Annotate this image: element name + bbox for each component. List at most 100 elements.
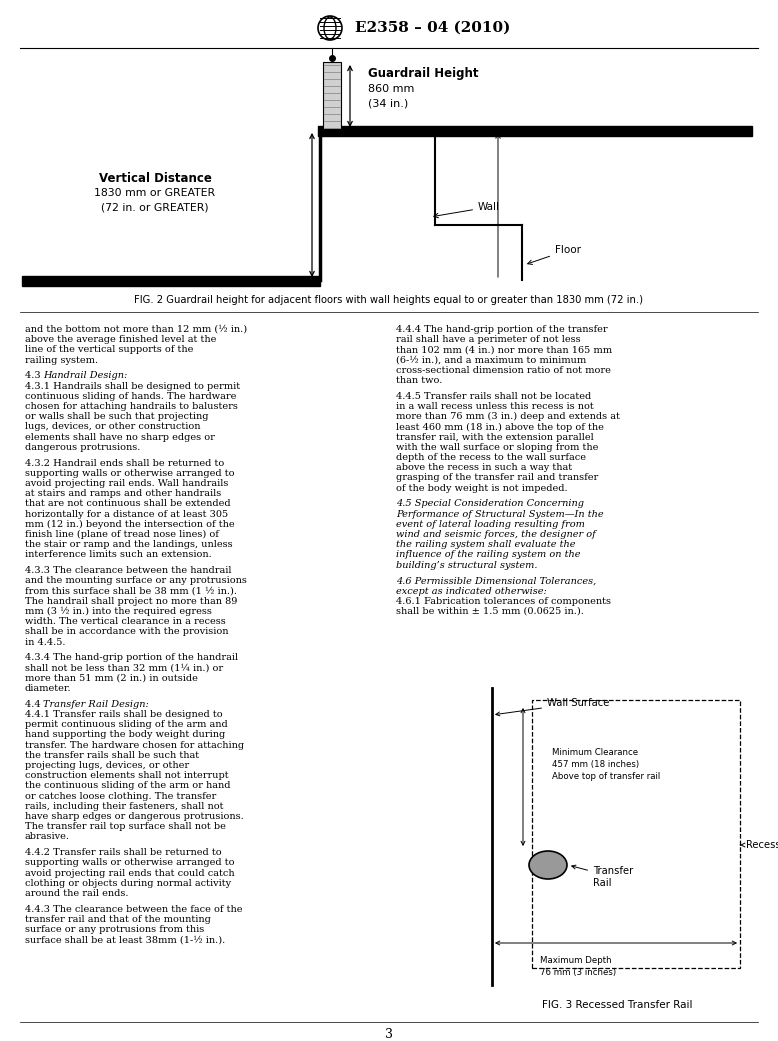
Text: and the mounting surface or any protrusions: and the mounting surface or any protrusi… (25, 577, 247, 585)
Text: elements shall have no sharp edges or: elements shall have no sharp edges or (25, 433, 215, 441)
Text: 4.6.1 Fabrication tolerances of components: 4.6.1 Fabrication tolerances of componen… (396, 596, 611, 606)
Text: abrasive.: abrasive. (25, 833, 70, 841)
Text: more than 76 mm (3 in.) deep and extends at: more than 76 mm (3 in.) deep and extends… (396, 412, 620, 422)
Text: around the rail ends.: around the rail ends. (25, 889, 128, 898)
Text: building’s structural system.: building’s structural system. (396, 561, 538, 569)
Text: hand supporting the body weight during: hand supporting the body weight during (25, 731, 226, 739)
Text: 4.3.1 Handrails shall be designed to permit: 4.3.1 Handrails shall be designed to per… (25, 382, 240, 390)
Text: 4.4: 4.4 (25, 700, 47, 709)
Text: except as indicated otherwise:: except as indicated otherwise: (396, 587, 547, 595)
Text: cross-sectional dimension ratio of not more: cross-sectional dimension ratio of not m… (396, 365, 611, 375)
Text: supporting walls or otherwise arranged to: supporting walls or otherwise arranged t… (25, 468, 234, 478)
Text: shall not be less than 32 mm (1¼ in.) or: shall not be less than 32 mm (1¼ in.) or (25, 664, 223, 672)
Text: 860 mm: 860 mm (368, 84, 415, 94)
Text: from this surface shall be 38 mm (1 ½ in.).: from this surface shall be 38 mm (1 ½ in… (25, 587, 237, 595)
Text: Recess: Recess (741, 840, 778, 850)
Text: Transfer Rail Design:: Transfer Rail Design: (44, 700, 149, 709)
Text: Floor: Floor (527, 245, 581, 264)
Text: the railing system shall evaluate the: the railing system shall evaluate the (396, 540, 576, 550)
Text: line of the vertical supports of the: line of the vertical supports of the (25, 346, 194, 354)
Text: with the wall surface or sloping from the: with the wall surface or sloping from th… (396, 442, 598, 452)
Text: permit continuous sliding of the arm and: permit continuous sliding of the arm and (25, 720, 228, 730)
Ellipse shape (529, 850, 567, 879)
Text: depth of the recess to the wall surface: depth of the recess to the wall surface (396, 453, 586, 462)
Text: shall be within ± 1.5 mm (0.0625 in.).: shall be within ± 1.5 mm (0.0625 in.). (396, 607, 584, 616)
Text: Guardrail Height: Guardrail Height (368, 68, 478, 80)
Text: 4.5 Special Consideration Concerning: 4.5 Special Consideration Concerning (396, 500, 584, 508)
Text: (72 in. or GREATER): (72 in. or GREATER) (101, 202, 209, 212)
Text: 1830 mm or GREATER: 1830 mm or GREATER (94, 188, 216, 198)
Text: 4.4.2 Transfer rails shall be returned to: 4.4.2 Transfer rails shall be returned t… (25, 848, 222, 857)
Text: 4.4.4 The hand-grip portion of the transfer: 4.4.4 The hand-grip portion of the trans… (396, 325, 608, 334)
Text: wind and seismic forces, the designer of: wind and seismic forces, the designer of (396, 530, 596, 539)
Text: FIG. 3 Recessed Transfer Rail: FIG. 3 Recessed Transfer Rail (541, 1000, 692, 1010)
Text: and the bottom not more than 12 mm (½ in.): and the bottom not more than 12 mm (½ in… (25, 325, 247, 334)
Bar (323, 62, 341, 130)
Text: the transfer rails shall be such that: the transfer rails shall be such that (25, 751, 199, 760)
Text: than 102 mm (4 in.) nor more than 165 mm: than 102 mm (4 in.) nor more than 165 mm (396, 346, 612, 354)
Text: Vertical Distance: Vertical Distance (99, 172, 212, 184)
Text: grasping of the transfer rail and transfer: grasping of the transfer rail and transf… (396, 474, 598, 482)
Text: influence of the railing system on the: influence of the railing system on the (396, 551, 580, 559)
Text: transfer rail, with the extension parallel: transfer rail, with the extension parall… (396, 433, 594, 441)
Text: 4.6 Permissible Dimensional Tolerances,: 4.6 Permissible Dimensional Tolerances, (396, 577, 596, 585)
Text: Wall: Wall (434, 202, 500, 218)
Text: width. The vertical clearance in a recess: width. The vertical clearance in a reces… (25, 617, 226, 627)
Text: E2358 – 04 (2010): E2358 – 04 (2010) (355, 21, 510, 35)
Text: Performance of Structural System—In the: Performance of Structural System—In the (396, 510, 604, 518)
Text: Maximum Depth
76 mm (3 inches): Maximum Depth 76 mm (3 inches) (540, 956, 616, 976)
Text: above the recess in such a way that: above the recess in such a way that (396, 463, 572, 473)
Text: of the body weight is not impeded.: of the body weight is not impeded. (396, 484, 568, 492)
Text: diameter.: diameter. (25, 684, 72, 693)
Text: interference limits such an extension.: interference limits such an extension. (25, 551, 212, 559)
Text: surface shall be at least 38mm (1-½ in.).: surface shall be at least 38mm (1-½ in.)… (25, 936, 226, 944)
Text: FIG. 2 Guardrail height for adjacent floors with wall heights equal to or greate: FIG. 2 Guardrail height for adjacent flo… (135, 295, 643, 305)
Text: than two.: than two. (396, 376, 443, 385)
Text: continuous sliding of hands. The hardware: continuous sliding of hands. The hardwar… (25, 391, 237, 401)
Text: rails, including their fasteners, shall not: rails, including their fasteners, shall … (25, 802, 223, 811)
Text: lugs, devices, or other construction: lugs, devices, or other construction (25, 423, 201, 431)
Text: Minimum Clearance
457 mm (18 inches)
Above top of transfer rail: Minimum Clearance 457 mm (18 inches) Abo… (552, 748, 661, 781)
Text: horizontally for a distance of at least 305: horizontally for a distance of at least … (25, 510, 228, 518)
Text: event of lateral loading resulting from: event of lateral loading resulting from (396, 519, 585, 529)
Text: in a wall recess unless this recess is not: in a wall recess unless this recess is n… (396, 402, 594, 411)
Text: that are not continuous shall be extended: that are not continuous shall be extende… (25, 500, 230, 508)
Text: 4.3.4 The hand-grip portion of the handrail: 4.3.4 The hand-grip portion of the handr… (25, 654, 238, 662)
Text: in 4.4.5.: in 4.4.5. (25, 638, 65, 646)
Text: (34 in.): (34 in.) (368, 98, 408, 108)
Text: above the average finished level at the: above the average finished level at the (25, 335, 216, 345)
Text: avoid projecting rail ends. Wall handrails: avoid projecting rail ends. Wall handrai… (25, 479, 229, 488)
Text: 4.4.5 Transfer rails shall not be located: 4.4.5 Transfer rails shall not be locate… (396, 391, 591, 401)
Text: or walls shall be such that projecting: or walls shall be such that projecting (25, 412, 209, 422)
Text: 4.3: 4.3 (25, 372, 47, 380)
Text: rail shall have a perimeter of not less: rail shall have a perimeter of not less (396, 335, 580, 345)
Text: the stair or ramp and the landings, unless: the stair or ramp and the landings, unle… (25, 540, 233, 550)
Text: Transfer
Rail: Transfer Rail (572, 865, 633, 888)
Text: 3: 3 (385, 1027, 393, 1041)
Text: construction elements shall not interrupt: construction elements shall not interrup… (25, 771, 229, 781)
Text: clothing or objects during normal activity: clothing or objects during normal activi… (25, 879, 231, 888)
Text: avoid projecting rail ends that could catch: avoid projecting rail ends that could ca… (25, 868, 235, 878)
Text: have sharp edges or dangerous protrusions.: have sharp edges or dangerous protrusion… (25, 812, 244, 821)
Text: 4.3.3 The clearance between the handrail: 4.3.3 The clearance between the handrail (25, 566, 232, 576)
Text: 4.4.1 Transfer rails shall be designed to: 4.4.1 Transfer rails shall be designed t… (25, 710, 223, 719)
Text: transfer. The hardware chosen for attaching: transfer. The hardware chosen for attach… (25, 740, 244, 750)
Bar (318, 126, 752, 136)
Text: mm (3 ½ in.) into the required egress: mm (3 ½ in.) into the required egress (25, 607, 212, 616)
Text: chosen for attaching handrails to balusters: chosen for attaching handrails to balust… (25, 402, 238, 411)
Bar (532, 700, 740, 968)
Text: or catches loose clothing. The transfer: or catches loose clothing. The transfer (25, 791, 216, 801)
Text: supporting walls or otherwise arranged to: supporting walls or otherwise arranged t… (25, 859, 234, 867)
Text: Wall Surface: Wall Surface (496, 699, 609, 716)
Text: projecting lugs, devices, or other: projecting lugs, devices, or other (25, 761, 189, 770)
Text: Handrail Design:: Handrail Design: (44, 372, 128, 380)
Text: railing system.: railing system. (25, 356, 98, 364)
Text: least 460 mm (18 in.) above the top of the: least 460 mm (18 in.) above the top of t… (396, 423, 604, 432)
Text: dangerous protrusions.: dangerous protrusions. (25, 442, 140, 452)
Text: The handrail shall project no more than 89: The handrail shall project no more than … (25, 596, 237, 606)
Text: The transfer rail top surface shall not be: The transfer rail top surface shall not … (25, 822, 226, 832)
Bar (22, 276, 320, 286)
Text: transfer rail and that of the mounting: transfer rail and that of the mounting (25, 915, 211, 924)
Text: at stairs and ramps and other handrails: at stairs and ramps and other handrails (25, 489, 221, 499)
Text: 4.4.3 The clearance between the face of the: 4.4.3 The clearance between the face of … (25, 905, 243, 914)
